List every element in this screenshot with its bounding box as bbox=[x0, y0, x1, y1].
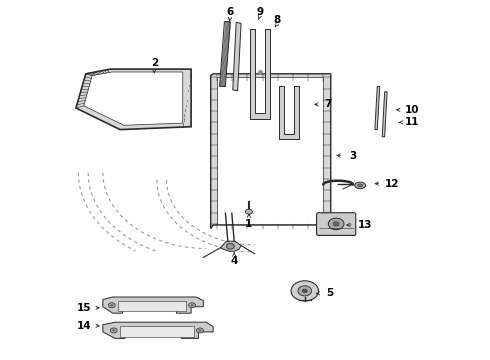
Polygon shape bbox=[250, 29, 270, 119]
Circle shape bbox=[198, 329, 201, 332]
FancyBboxPatch shape bbox=[317, 213, 356, 235]
Circle shape bbox=[226, 243, 234, 249]
Circle shape bbox=[112, 329, 115, 332]
Text: 3: 3 bbox=[349, 150, 356, 161]
Circle shape bbox=[189, 303, 196, 308]
Text: 4: 4 bbox=[230, 256, 238, 266]
Text: 14: 14 bbox=[77, 321, 92, 331]
Text: 6: 6 bbox=[227, 6, 234, 17]
Ellipse shape bbox=[355, 182, 366, 189]
Circle shape bbox=[333, 222, 339, 226]
Circle shape bbox=[245, 209, 252, 214]
Text: 9: 9 bbox=[256, 6, 263, 17]
Polygon shape bbox=[382, 92, 387, 137]
Text: 11: 11 bbox=[404, 117, 419, 127]
Text: 1: 1 bbox=[245, 219, 252, 229]
Polygon shape bbox=[217, 77, 323, 224]
Circle shape bbox=[110, 304, 113, 306]
Polygon shape bbox=[118, 301, 186, 311]
Polygon shape bbox=[220, 22, 230, 86]
Circle shape bbox=[291, 281, 318, 301]
Polygon shape bbox=[211, 74, 331, 229]
Polygon shape bbox=[84, 72, 183, 125]
Polygon shape bbox=[375, 86, 380, 130]
Text: 8: 8 bbox=[273, 15, 280, 25]
Text: 12: 12 bbox=[385, 179, 399, 189]
Polygon shape bbox=[76, 69, 191, 130]
Text: 7: 7 bbox=[324, 99, 332, 109]
Text: 13: 13 bbox=[358, 220, 372, 230]
Polygon shape bbox=[103, 322, 213, 338]
Circle shape bbox=[108, 303, 115, 308]
Circle shape bbox=[302, 289, 307, 293]
Circle shape bbox=[191, 304, 194, 306]
Polygon shape bbox=[103, 297, 203, 313]
Circle shape bbox=[328, 218, 344, 230]
Polygon shape bbox=[233, 22, 241, 91]
Text: 5: 5 bbox=[326, 288, 333, 298]
Text: 15: 15 bbox=[77, 303, 92, 313]
Circle shape bbox=[196, 328, 203, 333]
Text: 10: 10 bbox=[404, 105, 419, 115]
Ellipse shape bbox=[358, 184, 363, 187]
Polygon shape bbox=[279, 86, 299, 139]
Polygon shape bbox=[120, 326, 194, 337]
Polygon shape bbox=[220, 241, 241, 251]
Circle shape bbox=[110, 328, 117, 333]
Text: 2: 2 bbox=[151, 58, 158, 68]
Circle shape bbox=[298, 286, 312, 296]
